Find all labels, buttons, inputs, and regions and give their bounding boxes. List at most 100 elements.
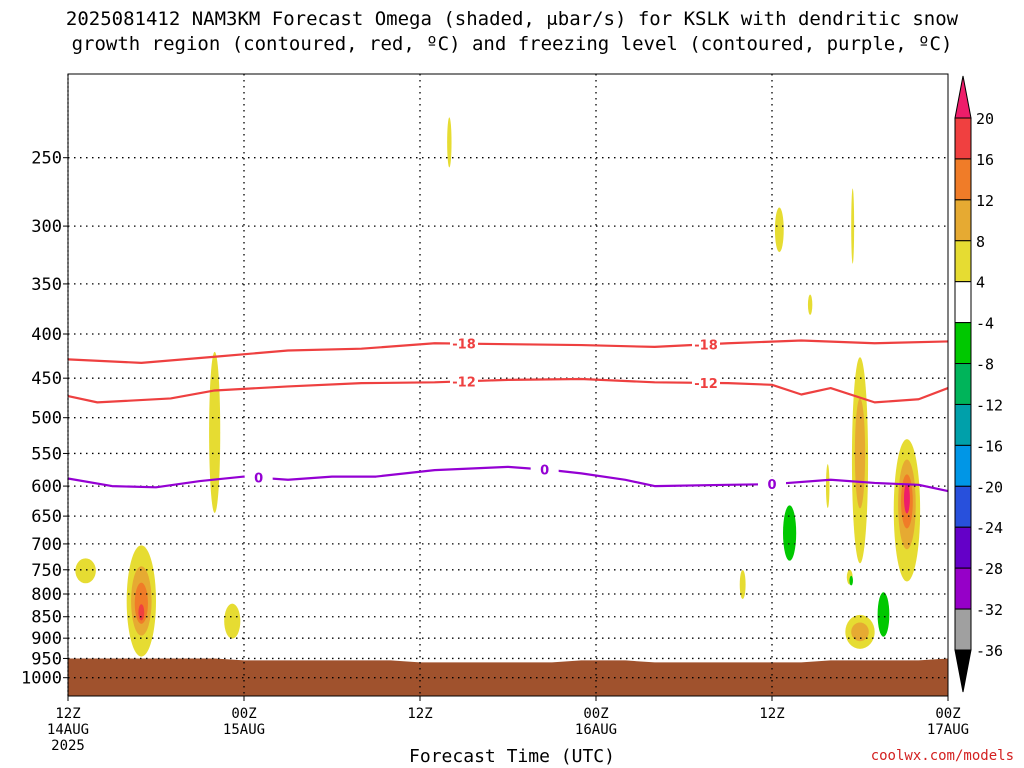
- colorbar-segment: [954, 199, 972, 242]
- colorbar-label: -16: [976, 437, 1003, 455]
- x-tick-label: 17AUG: [927, 722, 969, 738]
- omega-area: [825, 464, 830, 508]
- contour-label-bg: [692, 374, 720, 391]
- x-tick-label: 00Z: [583, 706, 608, 722]
- colorbar-segment: [954, 485, 972, 528]
- colorbar-bottom-arrow: [954, 649, 972, 693]
- y-tick-label: 700: [31, 535, 62, 555]
- contour-label-bg: [450, 373, 478, 390]
- colorbar-label: 20: [976, 110, 994, 128]
- omega-area: [851, 622, 869, 642]
- omega-area: [209, 351, 221, 513]
- colorbar-label: 12: [976, 192, 994, 210]
- contour-label: 0: [540, 464, 549, 479]
- colorbar-segment: [954, 281, 972, 324]
- colorbar-segment: [954, 608, 972, 651]
- colorbar-segment: [954, 240, 972, 283]
- y-tick-label: 600: [31, 477, 62, 497]
- omega-area: [138, 604, 145, 621]
- gridlines: [68, 74, 948, 696]
- x-tick-label: 16AUG: [575, 722, 617, 738]
- terrain-below-ground: [68, 658, 948, 696]
- contour-label: -18: [694, 338, 718, 353]
- omega-area: [849, 575, 853, 586]
- plot-frame: [67, 73, 949, 697]
- contour-label-bg: [450, 335, 478, 352]
- y-tick-label: 650: [31, 507, 62, 527]
- colorbar-segment: [954, 403, 972, 446]
- contour-label: -12: [694, 377, 718, 392]
- contour-label-bg: [244, 469, 273, 486]
- omega-area: [774, 207, 784, 253]
- omega-area: [224, 603, 241, 639]
- colorbar: 20 16 12 8 4 -4 -8 -12 -16 -20 -24 -28 -32 -36: [954, 75, 1003, 693]
- colorbar-label: -28: [976, 560, 1003, 578]
- y-tick-label: 850: [31, 608, 62, 628]
- x-tick-label: 00Z: [231, 706, 256, 722]
- contour-label: -18: [452, 338, 476, 353]
- omega-area: [447, 117, 452, 168]
- omega-shading: [75, 117, 921, 657]
- omega-area: [75, 558, 96, 584]
- omega-area: [739, 570, 746, 599]
- y-tick-label: 450: [31, 369, 62, 389]
- y-tick-label: 500: [31, 409, 62, 429]
- colorbar-segment: [954, 444, 972, 487]
- chart-title-line1: 2025081412 NAM3KM Forecast Omega (shaded…: [65, 8, 959, 30]
- colorbar-label: -12: [976, 396, 1003, 414]
- colorbar-label: -32: [976, 601, 1003, 619]
- colorbar-label: -8: [976, 356, 994, 374]
- x-axis-title: Forecast Time (UTC): [409, 746, 615, 767]
- colorbar-label: 4: [976, 274, 985, 292]
- omega-area: [783, 505, 797, 561]
- colorbar-segment: [954, 567, 972, 610]
- y-tick-label: 400: [31, 325, 62, 345]
- y-tick-label: 750: [31, 561, 62, 581]
- x-tick-label: 14AUG: [47, 722, 89, 738]
- x-tick-label: 00Z: [935, 706, 960, 722]
- contour-line: [67, 465, 949, 493]
- y-tick-label: 250: [31, 149, 62, 169]
- y-tick-label: 350: [31, 275, 62, 295]
- colorbar-label: -4: [976, 315, 994, 333]
- contour-label-bg: [758, 476, 786, 493]
- contour-line: [67, 339, 949, 364]
- y-tick-label: 1000: [21, 669, 62, 689]
- y-axis: 2503003504004505005506006507007508008509…: [21, 149, 68, 689]
- chart-title-line2: growth region (contoured, red, ºC) and f…: [71, 33, 953, 55]
- credit-text: coolwx.com/models: [870, 748, 1014, 764]
- contour-label-bg: [692, 336, 720, 353]
- contour-label-bg: [530, 461, 559, 478]
- colorbar-label: 8: [976, 233, 985, 251]
- contours: -18 -18 -12 -12 0 0 0: [67, 335, 949, 493]
- omega-area: [851, 188, 855, 264]
- colorbar-segment: [954, 526, 972, 569]
- x-tick-label: 2025: [51, 738, 85, 754]
- x-tick-label: 15AUG: [223, 722, 265, 738]
- contour-label: 0: [767, 478, 776, 493]
- colorbar-top-arrow: [954, 75, 972, 119]
- omega-area: [877, 592, 890, 637]
- colorbar-label: -36: [976, 642, 1003, 660]
- x-tick-label: 12Z: [407, 706, 432, 722]
- omega-area: [904, 483, 910, 514]
- contour-line: [67, 377, 949, 404]
- colorbar-label: -24: [976, 519, 1003, 537]
- x-tick-label: 12Z: [55, 706, 80, 722]
- colorbar-segment: [954, 117, 972, 160]
- colorbar-segment: [954, 158, 972, 201]
- y-tick-label: 950: [31, 649, 62, 669]
- contour-label: -12: [452, 375, 476, 390]
- y-tick-label: 300: [31, 217, 62, 237]
- y-tick-label: 800: [31, 585, 62, 605]
- colorbar-segment: [954, 363, 972, 405]
- colorbar-segment: [954, 322, 972, 365]
- x-tick-label: 12Z: [759, 706, 784, 722]
- omega-area: [807, 294, 813, 315]
- y-tick-label: 900: [31, 629, 62, 649]
- y-tick-label: 550: [31, 444, 62, 464]
- colorbar-label: 16: [976, 151, 994, 169]
- colorbar-label: -20: [976, 478, 1003, 496]
